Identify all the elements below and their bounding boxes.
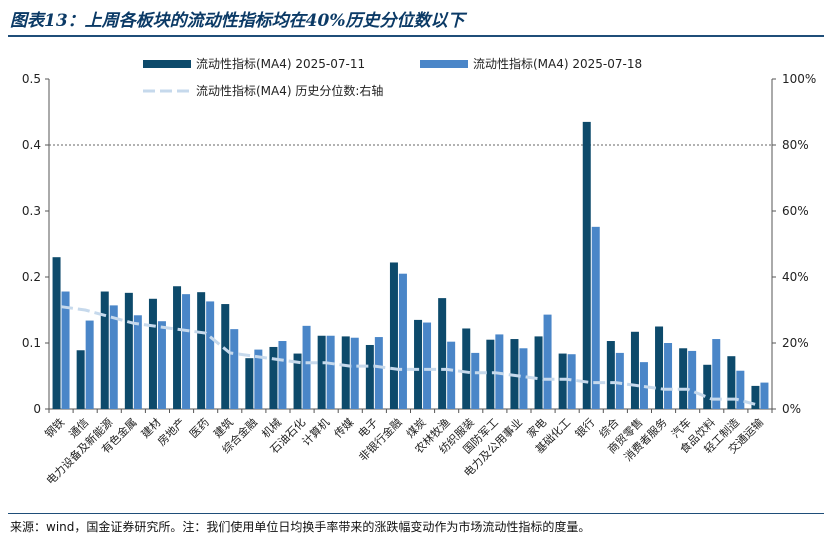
y-tick-label-right: 0% xyxy=(782,402,801,416)
bar-series2 xyxy=(374,337,383,409)
x-tick-label: 房地产 xyxy=(154,415,187,448)
bar-series2 xyxy=(567,354,576,409)
bar-series2 xyxy=(302,325,311,409)
bar-series2 xyxy=(109,305,118,409)
bar-series2 xyxy=(591,226,600,409)
y-tick-label-left: 0.1 xyxy=(22,336,41,350)
legend-swatch-series1 xyxy=(143,60,191,68)
bar-series1 xyxy=(341,336,350,409)
bar-series1 xyxy=(534,336,543,409)
bar-series2 xyxy=(712,339,721,409)
y-tick-label-right: 60% xyxy=(782,204,809,218)
x-tick-label: 钢铁 xyxy=(42,416,67,441)
legend-label-series2: 流动性指标(MA4) 2025-07-18 xyxy=(473,56,642,71)
x-tick-label: 银行 xyxy=(572,415,597,440)
bar-series2 xyxy=(398,273,407,409)
y-tick-label-left: 0.2 xyxy=(22,270,41,284)
bar-series2 xyxy=(85,320,94,409)
chart-title: 图表13：上周各板块的流动性指标均在40%历史分位数以下 xyxy=(10,11,465,31)
bar-series1 xyxy=(173,286,182,409)
bar-series1 xyxy=(221,304,230,409)
y-tick-label-right: 100% xyxy=(782,72,816,86)
bar-series1 xyxy=(293,353,302,409)
legend-label-series1: 流动性指标(MA4) 2025-07-11 xyxy=(196,56,365,71)
bar-series2 xyxy=(61,291,70,409)
bar-series1 xyxy=(269,346,278,409)
bar-series2 xyxy=(688,350,697,409)
y-tick-label-left: 0.5 xyxy=(22,72,41,86)
bar-series2 xyxy=(133,315,142,409)
bar-series2 xyxy=(664,343,673,409)
bar-series1 xyxy=(751,385,760,409)
x-tick-label: 医药 xyxy=(187,416,212,441)
bar-series2 xyxy=(278,341,287,409)
bar-series1 xyxy=(317,335,326,409)
bar-series1 xyxy=(606,341,615,409)
chart: 流动性指标(MA4) 2025-07-11 流动性指标(MA4) 2025-07… xyxy=(22,56,816,487)
legend-swatch-series2 xyxy=(420,60,468,68)
bar-series2 xyxy=(423,322,432,409)
y-tick-label-right: 40% xyxy=(782,270,809,284)
bar-series1 xyxy=(414,319,423,409)
bar-series1 xyxy=(389,262,398,409)
bar-series2 xyxy=(254,349,263,409)
legend: 流动性指标(MA4) 2025-07-11 流动性指标(MA4) 2025-07… xyxy=(143,56,642,98)
y-tick-label-right: 20% xyxy=(782,336,809,350)
legend-label-series3: 流动性指标(MA4) 历史分位数:右轴 xyxy=(196,83,383,98)
x-tick-label: 传媒 xyxy=(332,416,357,441)
y-tick-label-left: 0.3 xyxy=(22,204,41,218)
bar-series1 xyxy=(727,356,736,409)
bar-series2 xyxy=(519,348,528,409)
bar-series1 xyxy=(703,364,712,409)
bar-series2 xyxy=(495,334,504,409)
bar-series2 xyxy=(230,329,239,409)
bar-series2 xyxy=(206,301,215,409)
bar-series1 xyxy=(365,344,374,409)
bar-series1 xyxy=(124,292,133,409)
bar-series2 xyxy=(471,352,480,409)
bar-series2 xyxy=(639,362,648,409)
bar-series1 xyxy=(52,257,61,409)
bar-series1 xyxy=(76,350,85,409)
y-tick-label-right: 80% xyxy=(782,138,809,152)
bar-series1 xyxy=(100,291,109,409)
line-series3 xyxy=(60,305,761,408)
y-tick-label-left: 0 xyxy=(33,402,41,416)
bar-series1 xyxy=(462,328,471,409)
title-divider xyxy=(8,35,824,37)
bar-series2 xyxy=(615,352,624,409)
bar-series1 xyxy=(558,353,567,409)
bar-series1 xyxy=(148,298,157,409)
bar-series1 xyxy=(438,298,447,409)
source-note: 来源：wind，国金证券研究所。注：我们使用单位日均换手率带来的涨跌幅变动作为市… xyxy=(10,520,591,534)
bar-series2 xyxy=(350,337,359,409)
bar-series1 xyxy=(630,331,639,409)
bar-series2 xyxy=(326,335,335,409)
bar-series1 xyxy=(582,121,591,410)
y-tick-label-left: 0.4 xyxy=(22,138,41,152)
bar-series2 xyxy=(543,314,552,409)
x-tick-label: 计算机 xyxy=(299,415,332,448)
plot-area: 00.10.20.30.40.50%20%40%60%80%100%钢铁 通信电力… xyxy=(22,72,816,487)
bar-series1 xyxy=(245,358,254,409)
bar-series2 xyxy=(760,382,769,409)
bar-series2 xyxy=(182,294,191,409)
bar-series2 xyxy=(736,370,745,409)
bar-series1 xyxy=(655,326,664,409)
bar-series1 xyxy=(679,348,688,409)
bar-series2 xyxy=(447,341,456,409)
bar-series1 xyxy=(486,339,495,409)
source-divider xyxy=(8,513,824,514)
bar-series1 xyxy=(197,292,206,409)
bar-series2 xyxy=(157,321,166,409)
